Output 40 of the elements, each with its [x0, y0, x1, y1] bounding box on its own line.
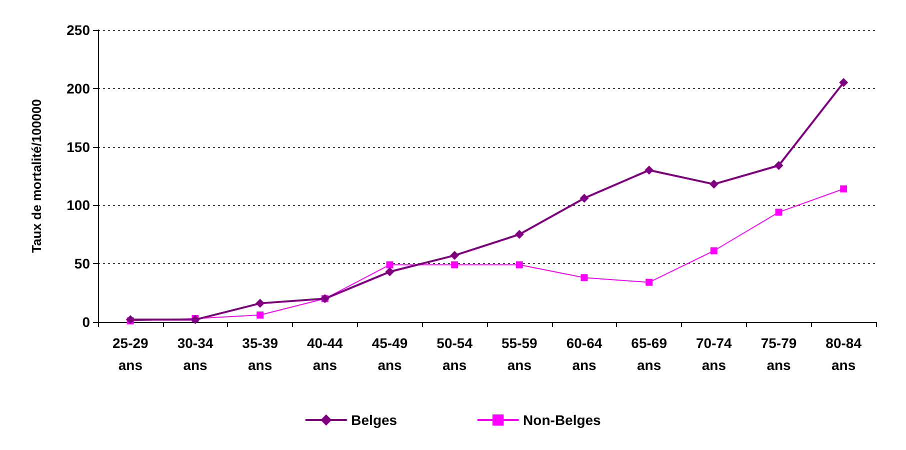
point: [644, 166, 654, 175]
y-tick-label: 250: [66, 22, 90, 38]
point: [386, 261, 394, 268]
legend-label: Belges: [351, 412, 398, 428]
point: [840, 185, 848, 192]
point: [190, 315, 200, 324]
x-tick-label: 65-69 ans: [631, 335, 668, 373]
y-axis-title: Taux de mortalité/100000: [29, 99, 44, 253]
point: [839, 78, 848, 88]
x-tick-label: 25-29 ans: [112, 335, 149, 373]
point: [710, 247, 718, 254]
y-tick-label: 200: [66, 80, 90, 96]
y-tick-label: 50: [74, 256, 90, 272]
point: [516, 261, 523, 268]
x-tick-label: 30-34 ans: [177, 335, 214, 373]
point: [256, 311, 264, 318]
y-tick-label: 0: [82, 314, 90, 330]
x-tick-label: 40-44 ans: [307, 335, 344, 373]
x-tick-label: 55-59 ans: [502, 335, 538, 373]
x-tick-label: 50-54 ans: [436, 335, 473, 373]
point: [775, 208, 782, 216]
x-tick-label: 80-84 ans: [826, 335, 862, 373]
y-tick-label: 100: [66, 197, 90, 214]
y-tick-label: 150: [66, 138, 90, 155]
point: [450, 250, 460, 260]
x-tick-label: 60-64 ans: [566, 335, 602, 373]
x-tick-label: 70-74 ans: [696, 335, 732, 373]
point: [514, 230, 524, 239]
point: [774, 160, 784, 170]
x-tick-label: 75-79 ans: [760, 335, 797, 373]
point: [709, 180, 718, 189]
x-tick-label: 35-39 ans: [242, 335, 278, 373]
point: [451, 261, 458, 268]
point: [256, 298, 265, 308]
point: [580, 194, 589, 203]
x-tick-label: 45-49 ans: [372, 335, 408, 373]
point: [580, 274, 588, 282]
point: [385, 267, 394, 276]
point: [646, 278, 653, 286]
legend-label: Non-Belges: [523, 412, 602, 428]
